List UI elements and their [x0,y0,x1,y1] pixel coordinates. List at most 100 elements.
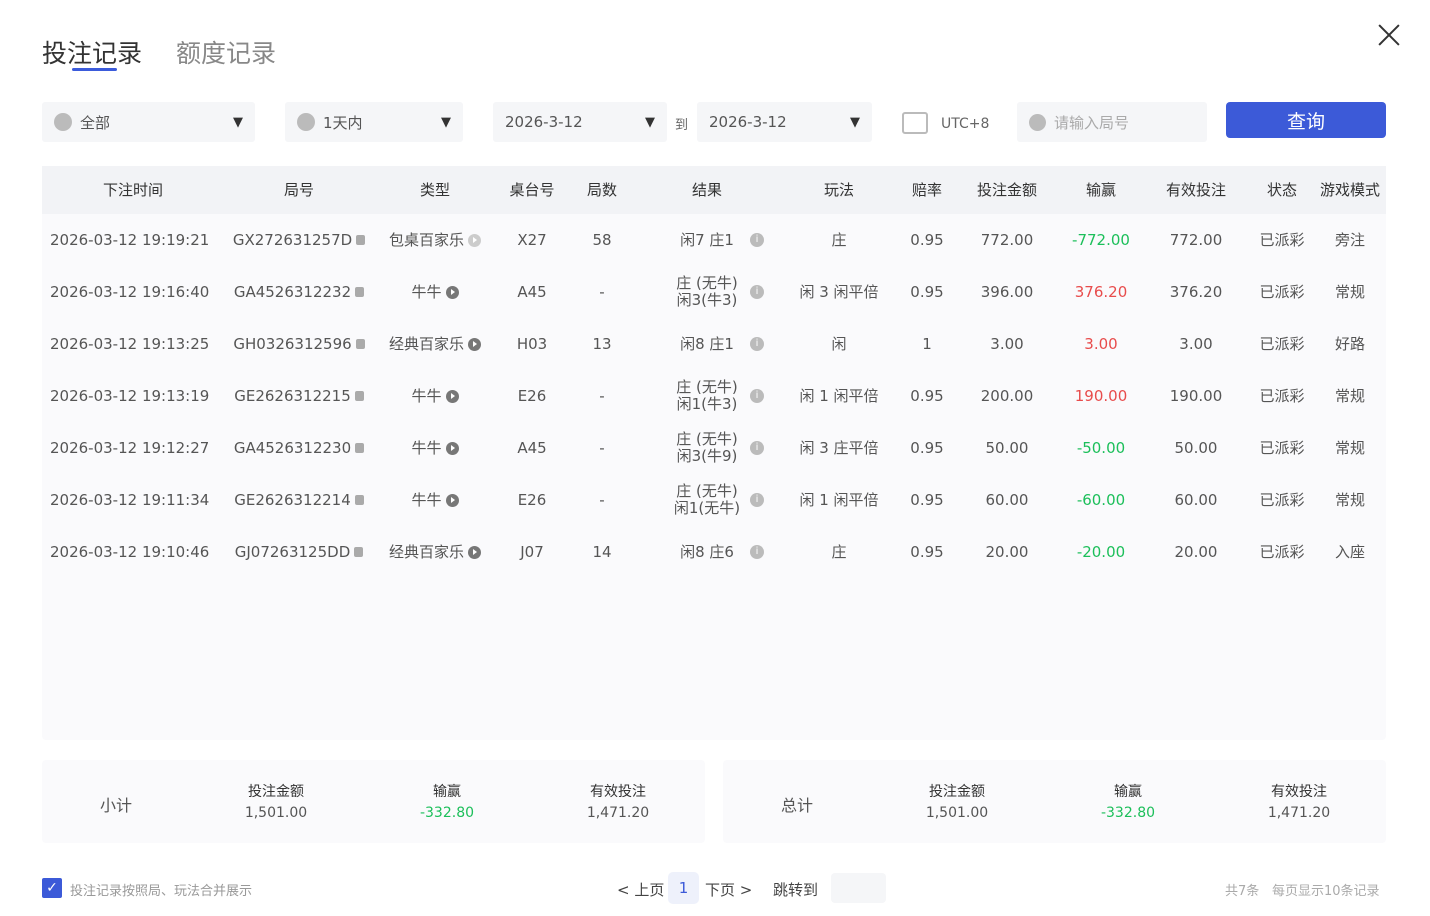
total-valid-label: 有效投注 [1271,784,1327,800]
play-type: 闲 3 闲平倍 [778,283,900,301]
info-icon[interactable]: i [750,441,764,455]
game-mode-text: 好路 [1334,334,1365,353]
game-type-text: 牛牛 [411,438,442,457]
replay-icon[interactable] [468,337,481,351]
win-loss-text: 190.00 [1074,386,1128,405]
status: 已派彩 [1250,335,1314,353]
active-tab-indicator [72,68,117,71]
round-id-text: GA4526312230 [233,438,352,457]
prev-page-button[interactable]: < 上页 [617,881,665,899]
odds: 0.95 [900,439,954,457]
status: 已派彩 [1250,439,1314,457]
query-button[interactable]: 查询 [1226,102,1386,138]
bet-amount: 50.00 [954,439,1060,457]
total-label: 总计 [781,796,814,815]
replay-icon[interactable] [445,441,459,455]
odds-text: 0.95 [910,386,944,405]
table-no: A45 [496,439,568,457]
table-no: X27 [496,231,568,249]
column-header: 类型 [419,180,450,199]
table-header: 下注时间 局号 类型 桌台号 局数 结果 玩法 赔率 投注金额 输赢 有效投注 状态 游戏模式 [42,166,1386,214]
win-loss-text: 3.00 [1084,334,1118,353]
total-win-label: 输赢 [1114,784,1142,800]
spade-icon [54,113,72,131]
copy-icon[interactable] [356,235,366,245]
win-loss-text: -772.00 [1072,230,1130,249]
subtotal-label: 小计 [100,796,133,815]
info-icon[interactable]: i [750,285,764,299]
bet-time-text: 2026-03-12 19:13:25 [50,334,210,353]
date-from-select[interactable]: 2026-3-12 ▼ [493,102,667,142]
calendar-clock-icon[interactable] [902,112,928,134]
table-no: H03 [496,334,568,353]
game-select[interactable]: 全部 ▼ [42,102,255,142]
win-loss: -60.00 [1060,491,1142,509]
game-type: 包桌百家乐 [374,230,496,249]
info-icon[interactable]: i [750,545,764,559]
jump-page-input[interactable] [831,873,886,903]
result-text: 闲8 庄6 [680,542,734,561]
bet-amount: 20.00 [954,543,1060,561]
replay-icon[interactable] [445,389,459,403]
result-text: 庄 (无牛) [676,274,738,292]
caret-down-icon: ▼ [441,115,451,130]
odds: 0.95 [900,543,954,561]
tab-credit-records[interactable]: 额度记录 [176,39,277,68]
period-select[interactable]: 1天内 ▼ [285,102,463,142]
table-no-text: H03 [516,334,548,353]
caret-down-icon: ▼ [233,115,243,130]
table-no-text: A45 [517,282,547,301]
info-icon[interactable]: i [750,233,764,247]
round-id-search-input[interactable]: 请输入局号 [1017,102,1207,142]
column-header: 有效投注 [1165,180,1226,199]
next-page-button[interactable]: 下页 > [705,881,753,899]
round-id: GE2626312215 [224,387,374,405]
replay-icon[interactable] [468,233,481,247]
status: 已派彩 [1250,387,1314,405]
info-icon[interactable]: i [750,337,764,351]
subtotal-valid: 1,471.20 [586,805,650,821]
bet-time: 2026-03-12 19:10:46 [42,543,224,561]
copy-icon[interactable] [355,443,365,453]
jump-to-label: 跳转到 [773,881,819,899]
round-id-text: GH0326312596 [233,334,352,353]
table-row: 2026-03-12 19:13:19 GE2626312215 牛牛 E26 - 庄 (… [42,370,1386,422]
replay-icon[interactable] [445,285,459,299]
caret-down-icon: ▼ [645,115,655,130]
merge-checkbox-label[interactable]: 投注记录按照局、玩法合并展示 [70,884,253,899]
game-type-text: 牛牛 [411,386,442,405]
date-to-select[interactable]: 2026-3-12 ▼ [697,102,872,142]
copy-icon[interactable] [354,547,364,557]
status-text: 已派彩 [1259,282,1305,301]
copy-icon[interactable] [354,391,364,401]
round-id: GA4526312230 [224,438,374,457]
status: 已派彩 [1250,231,1314,249]
info-icon[interactable]: i [750,493,764,507]
odds: 1 [900,335,954,353]
game-type: 牛牛 [374,386,496,405]
round-count: - [568,491,636,509]
copy-icon[interactable] [355,287,365,297]
result-line2: 闲3(牛9) [676,447,738,465]
info-icon[interactable]: i [750,389,764,403]
play-type: 庄 [778,543,900,561]
game-type-text: 包桌百家乐 [388,230,464,249]
close-icon[interactable] [1376,22,1402,48]
win-loss: -20.00 [1060,543,1142,561]
table-row: 2026-03-12 19:12:27 GA4526312230 牛牛 A45 - 庄 (… [42,422,1386,474]
game-type: 经典百家乐 [374,335,496,353]
copy-icon[interactable] [355,339,365,349]
play-type: 闲 1 闲平倍 [778,387,900,405]
odds-text: 0.95 [910,282,944,301]
copy-icon[interactable] [354,495,364,505]
date-to-value: 2026-3-12 [709,113,787,131]
merge-checkbox[interactable]: ✓ [42,878,62,898]
subtotal-win-label: 输赢 [433,784,461,800]
table-no: E26 [496,491,568,509]
table-row: 2026-03-12 19:11:34 GE2626312214 牛牛 E26 - 庄 (… [42,474,1386,526]
page-1-button[interactable]: 1 [668,872,699,904]
tab-bet-records[interactable]: 投注记录 [42,39,143,68]
game-mode-text: 旁注 [1334,230,1365,249]
replay-icon[interactable] [445,493,459,507]
replay-icon[interactable] [468,545,481,559]
